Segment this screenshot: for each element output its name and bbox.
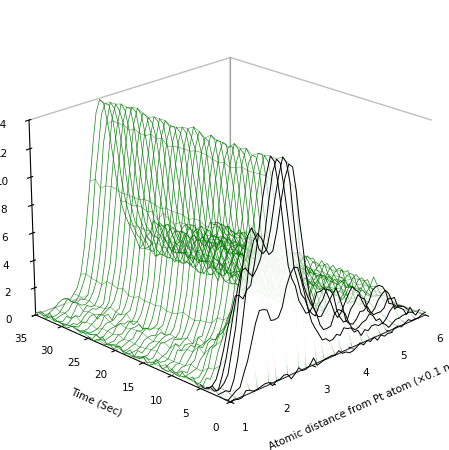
X-axis label: Atomic distance from Pt atom (×0.1 nm): Atomic distance from Pt atom (×0.1 nm) [267, 356, 449, 450]
Y-axis label: Time (Sec): Time (Sec) [69, 386, 123, 418]
